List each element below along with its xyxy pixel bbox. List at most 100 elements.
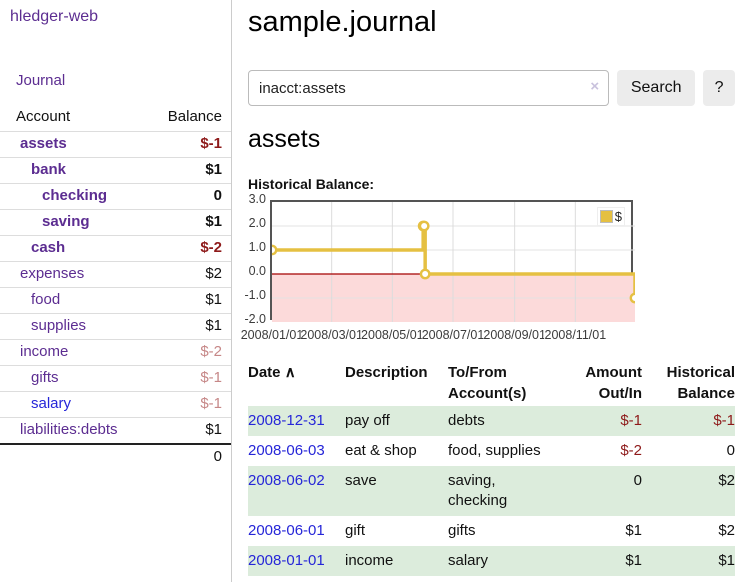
transaction-balance: $1 [718, 552, 735, 569]
header-description: Description [345, 364, 428, 381]
account-row: assets $-1 [0, 131, 231, 157]
balance-column-header: Balance [167, 108, 222, 125]
account-row: saving $1 [0, 209, 231, 235]
balance-chart-plot: $ [270, 200, 635, 322]
y-axis-tick-label: 3.0 [248, 192, 266, 206]
transaction-amount: 0 [633, 472, 642, 489]
sidebar: hledger-web Journal Account Balance asse… [0, 0, 232, 582]
transaction-date-link[interactable]: 2008-12-31 [248, 412, 325, 429]
accounts-table-header: Account Balance [0, 105, 231, 131]
x-axis-tick-label: 2008/07/01 [421, 328, 485, 342]
account-row: bank $1 [0, 157, 231, 183]
transaction-amount: $-1 [620, 412, 642, 429]
transaction-accounts: food, supplies [448, 442, 541, 459]
register-row: 2008-06-01 gift gifts $1 $2 [248, 516, 735, 546]
account-link-food[interactable]: food [31, 291, 61, 308]
legend-label: $ [614, 209, 622, 224]
y-axis-tick-label: 1.0 [248, 240, 266, 254]
clear-search-icon[interactable]: × [590, 78, 600, 95]
sort-asc-icon: ∧ [284, 364, 296, 381]
transaction-description: gift [345, 522, 366, 539]
balance-chart: 3.0 2.0 1.0 0.0 -1.0 -2.0 $ 2008/01/01 2008/03… [240, 192, 740, 344]
transaction-description: save [345, 472, 377, 489]
account-link-salary[interactable]: salary [31, 395, 72, 412]
transaction-date-link[interactable]: 2008-01-01 [248, 552, 325, 569]
account-row: gifts $-1 [0, 365, 231, 391]
transaction-description: income [345, 552, 394, 569]
transaction-amount: $1 [625, 522, 642, 539]
account-heading: assets [248, 125, 321, 153]
header-date[interactable]: Date ∧ [248, 360, 345, 406]
x-axis-tick-label: 2008/11/01 [544, 328, 607, 342]
account-balance: $-1 [200, 395, 222, 412]
account-balance: $1 [205, 161, 222, 178]
account-link-expenses[interactable]: expenses [20, 265, 85, 282]
accounts-balance-table: Account Balance assets $-1 bank $1 check… [0, 105, 231, 468]
account-link-liabilities-debts[interactable]: liabilities:debts [20, 421, 118, 438]
main-content: sample.journal × Search ? assets Histori… [240, 0, 735, 576]
header-balance: Historical Balance [666, 364, 735, 402]
header-amount: Amount Out/In [585, 364, 642, 402]
transaction-accounts: gifts [448, 522, 476, 539]
transaction-balance: $-1 [713, 412, 735, 429]
transaction-balance: $2 [718, 522, 735, 539]
search-help-button[interactable]: ? [703, 70, 735, 106]
account-balance: $1 [205, 317, 222, 334]
transaction-date-link[interactable]: 2008-06-03 [248, 442, 325, 459]
app-brand-link[interactable]: hledger-web [10, 8, 99, 25]
account-row: income $-2 [0, 339, 231, 365]
search-input[interactable] [248, 70, 610, 106]
chart-title: Historical Balance: [248, 176, 375, 192]
account-link-gifts[interactable]: gifts [31, 369, 59, 386]
account-balance: $-1 [200, 135, 222, 152]
accounts-total: 0 [0, 443, 231, 468]
chart-legend: $ [596, 207, 625, 226]
x-axis-tick-label: 2008/01/01 [240, 328, 304, 342]
x-axis-tick-label: 2008/03/01 [300, 328, 363, 342]
account-row: food $1 [0, 287, 231, 313]
account-link-bank[interactable]: bank [31, 161, 67, 178]
account-balance: 0 [213, 187, 222, 204]
account-link-saving[interactable]: saving [42, 213, 90, 230]
account-balance: $1 [205, 213, 222, 230]
header-accounts: To/From Account(s) [448, 364, 527, 402]
transaction-accounts: saving, checking [448, 472, 508, 509]
search-bar: × Search ? [248, 70, 735, 106]
transaction-description: pay off [345, 412, 390, 429]
search-button[interactable]: Search [617, 70, 696, 106]
account-balance: $1 [205, 421, 222, 438]
transaction-date-link[interactable]: 2008-06-01 [248, 522, 325, 539]
x-axis-tick-label: 2008/05/01 [361, 328, 424, 342]
y-axis-tick-label: -1.0 [244, 288, 266, 302]
account-row: salary $-1 [0, 391, 231, 417]
register-row: 2008-01-01 income salary $1 $1 [248, 546, 735, 576]
account-link-checking[interactable]: checking [42, 187, 108, 204]
transaction-date-link[interactable]: 2008-06-02 [248, 472, 325, 489]
register-row: 2008-06-03 eat & shop food, supplies $-2… [248, 436, 735, 466]
account-row: checking 0 [0, 183, 231, 209]
account-row: liabilities:debts $1 [0, 417, 231, 443]
y-axis-tick-label: 0.0 [248, 264, 266, 278]
account-row: expenses $2 [0, 261, 231, 287]
account-row: cash $-2 [0, 235, 231, 261]
sidebar-item-journal[interactable]: Journal [16, 72, 66, 89]
account-link-cash[interactable]: cash [31, 239, 66, 256]
transaction-accounts: salary [448, 552, 489, 569]
legend-swatch-icon [599, 210, 613, 223]
account-balance: $-1 [200, 369, 222, 386]
account-link-supplies[interactable]: supplies [31, 317, 87, 334]
transaction-balance: $2 [718, 472, 735, 489]
account-row: supplies $1 [0, 313, 231, 339]
transaction-accounts: debts [448, 412, 485, 429]
account-column-header: Account [16, 108, 71, 125]
register-header-row: Date ∧ Description To/From Account(s) Am… [248, 360, 735, 406]
register-table: Date ∧ Description To/From Account(s) Am… [248, 360, 735, 576]
header-date-label: Date [248, 364, 281, 381]
account-balance: $-2 [200, 239, 222, 256]
transaction-description: eat & shop [345, 442, 417, 459]
account-link-assets[interactable]: assets [20, 135, 67, 152]
register-row: 2008-12-31 pay off debts $-1 $-1 [248, 406, 735, 436]
account-balance: $2 [205, 265, 222, 282]
page-title: sample.journal [248, 6, 437, 38]
account-link-income[interactable]: income [20, 343, 69, 360]
